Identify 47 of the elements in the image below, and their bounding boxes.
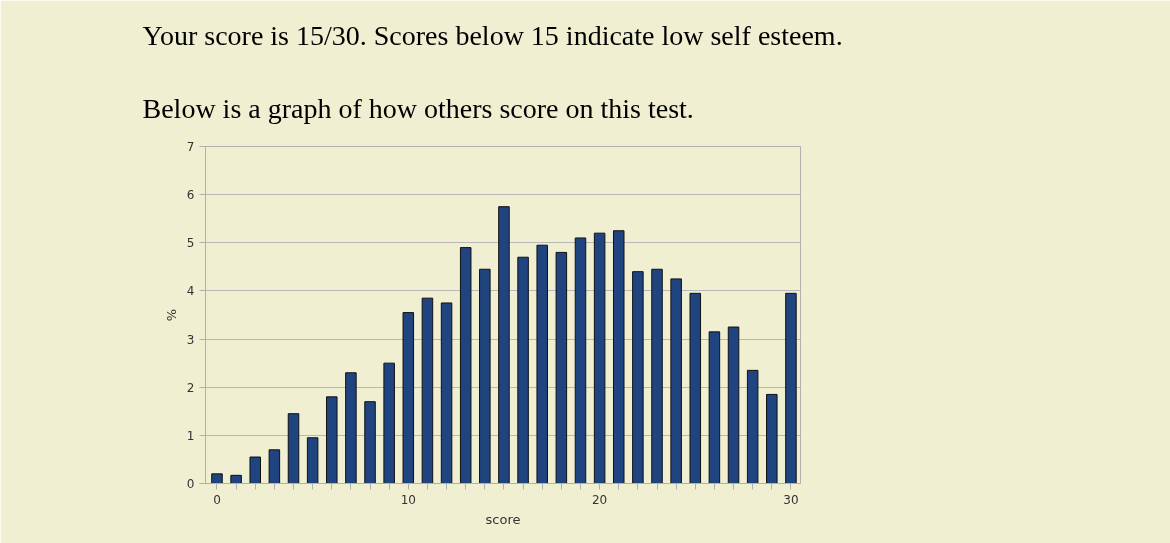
- y-tick-label: 1: [186, 428, 195, 443]
- y-tick-label: 5: [186, 236, 195, 251]
- bar: [440, 302, 453, 484]
- x-tick-label: 30: [783, 492, 799, 507]
- bar: [670, 278, 682, 484]
- bar: [517, 256, 529, 484]
- x-tick-label: 0: [213, 492, 221, 507]
- bar: [211, 473, 223, 484]
- bar: [651, 268, 663, 484]
- bar: [727, 326, 740, 484]
- y-tick-label: 4: [186, 284, 195, 299]
- y-tick-label: 7: [186, 140, 195, 154]
- bar: [612, 230, 625, 484]
- bar: [326, 396, 338, 484]
- x-tick-label: 10: [400, 492, 416, 507]
- bar: [230, 474, 242, 484]
- y-tick-label: 2: [186, 380, 195, 395]
- x-tick-label: 20: [591, 492, 608, 507]
- bar: [574, 237, 587, 484]
- bar: [364, 401, 376, 484]
- y-tick-label: 0: [186, 477, 195, 491]
- bar: [555, 251, 568, 484]
- bar: [421, 297, 434, 484]
- bar: [593, 232, 606, 484]
- bar: [459, 247, 472, 484]
- y-tick-label: 3: [186, 332, 195, 347]
- bar: [689, 292, 702, 484]
- bar: [287, 413, 300, 484]
- chart-title: Your score is 15/30. Scores below 15 indicate low self esteem.: [142, 20, 843, 51]
- chart-subtitle: Below is a graph of how others score on this test.: [142, 93, 694, 124]
- bar: [479, 268, 491, 484]
- bar: [402, 312, 415, 484]
- bar: [383, 362, 395, 484]
- bar: [306, 437, 319, 484]
- bar: [268, 449, 281, 484]
- bar: [249, 456, 261, 484]
- y-tick-label: 6: [186, 188, 195, 203]
- bar: [536, 244, 548, 484]
- y-axis-title: %: [163, 308, 179, 322]
- bar: [708, 331, 721, 484]
- bar: [746, 369, 759, 484]
- bar: [345, 372, 357, 484]
- bar: [766, 393, 778, 484]
- x-axis-title: score: [485, 511, 521, 527]
- bar: [498, 206, 510, 484]
- bar: [632, 271, 644, 484]
- bar: [785, 292, 797, 484]
